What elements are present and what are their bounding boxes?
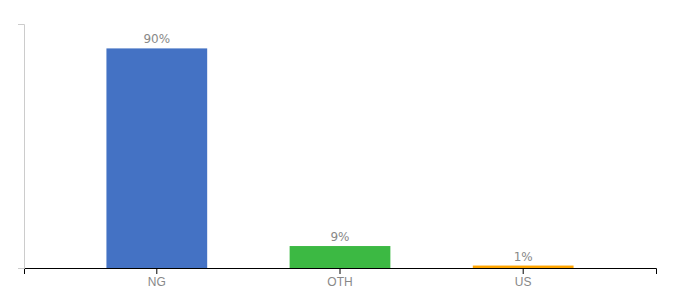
x-tick-mark xyxy=(523,268,524,274)
data-labels: 90% 9% 1% xyxy=(143,32,532,263)
data-label: 1% xyxy=(514,250,533,264)
plot: 90% 9% 1% NG OTH US xyxy=(18,25,657,289)
y-axis-line xyxy=(18,25,25,269)
bar xyxy=(290,246,391,268)
data-label: 9% xyxy=(330,230,349,244)
x-tick: US xyxy=(515,268,532,289)
chart: 90% 9% 1% NG OTH US xyxy=(0,0,680,300)
x-tick-label: OTH xyxy=(327,275,352,289)
y-axis xyxy=(18,25,25,269)
bar xyxy=(473,266,574,268)
x-axis-line xyxy=(25,269,657,275)
x-tick: NG xyxy=(148,268,166,289)
x-tick: OTH xyxy=(327,268,352,289)
x-axis: NG OTH US xyxy=(25,268,657,289)
data-label: 90% xyxy=(143,32,170,46)
bars xyxy=(106,48,573,268)
x-tick-mark xyxy=(156,268,157,274)
x-tick-mark xyxy=(340,268,341,274)
x-tick-label: NG xyxy=(148,275,166,289)
bar xyxy=(106,48,207,268)
x-tick-label: US xyxy=(515,275,532,289)
